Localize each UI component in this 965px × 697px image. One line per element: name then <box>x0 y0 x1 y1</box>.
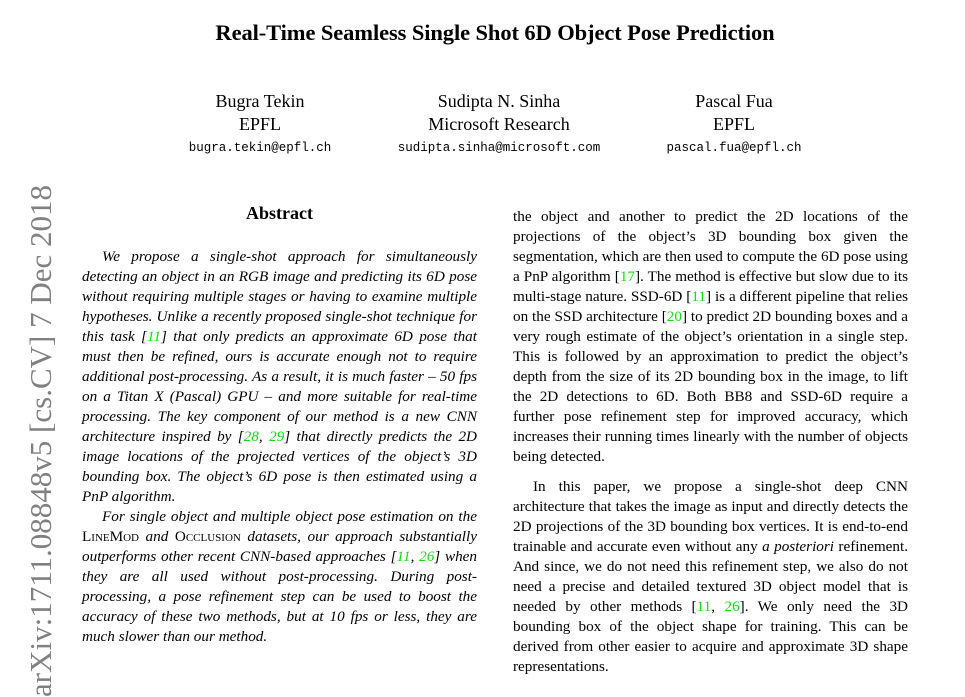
author-email[interactable]: pascal.fua@epfl.ch <box>666 141 802 155</box>
author-email[interactable]: sudipta.sinha@microsoft.com <box>397 141 601 155</box>
author-name: Sudipta N. Sinha <box>437 91 561 111</box>
abstract-text: ] when they are all used without post-pr… <box>82 548 478 645</box>
author-block-3: Pascal Fua EPFL pascal.fua@epfl.ch <box>609 90 859 155</box>
author-block-1: Bugra Tekin EPFL bugra.tekin@epfl.ch <box>135 90 385 155</box>
abstract-text: For single object and multiple object po… <box>102 508 477 525</box>
body-text: In this paper, we propose a single-shot … <box>513 478 908 555</box>
latin-phrase: a posteriori <box>762 538 835 555</box>
dataset-name: Occlusion <box>174 528 241 545</box>
introduction-body: the object and another to predict the 2D… <box>513 207 908 677</box>
author-affiliation: EPFL <box>238 114 281 134</box>
citation-link[interactable]: 20 <box>666 308 682 325</box>
abstract-text: ] that only predicts an approximate 6D p… <box>82 328 477 445</box>
citation-link[interactable]: 28 <box>243 428 259 445</box>
citation-link[interactable]: 26 <box>419 548 435 565</box>
body-text: ]. The method is effective but slow due … <box>513 268 908 305</box>
body-paragraph: In this paper, we propose a single-shot … <box>513 478 909 675</box>
abstract-heading: Abstract <box>246 203 313 223</box>
arxiv-identifier[interactable]: arXiv:1711.08848v5 [cs.CV] 7 Dec 2018 <box>23 185 58 697</box>
author-name: Pascal Fua <box>695 91 773 111</box>
paper-title: Real-Time Seamless Single Shot 6D Object… <box>215 20 775 45</box>
body-text: the object and another to predict the 2D… <box>513 208 908 285</box>
citation-link[interactable]: 11 <box>696 598 712 615</box>
author-name: Bugra Tekin <box>215 91 305 111</box>
citation-link[interactable]: 11 <box>396 548 411 565</box>
citation-link[interactable]: 11 <box>691 288 706 305</box>
dataset-name: LineMod <box>82 528 139 545</box>
citation-link[interactable]: 11 <box>146 328 162 345</box>
citation-link[interactable]: 17 <box>619 268 635 285</box>
abstract-text: ] that directly predicts the 2D image lo… <box>82 428 478 505</box>
abstract-text: We propose a single-shot approach for si… <box>82 248 477 345</box>
body-text: ] is a different pipeline that relies on… <box>513 288 908 325</box>
body-text: ] to predict 2D bounding boxes and a ver… <box>513 308 908 465</box>
citation-link[interactable]: 26 <box>724 598 740 615</box>
abstract-text: datasets, our approach substantially out… <box>82 528 477 565</box>
author-affiliation: EPFL <box>712 114 755 134</box>
abstract-paragraph: For single object and multiple object po… <box>82 508 478 645</box>
author-affiliation: Microsoft Research <box>428 114 570 134</box>
author-block-2: Sudipta N. Sinha Microsoft Research sudi… <box>374 90 624 155</box>
body-text: ]. We only need the 3D bounding box of t… <box>513 598 909 675</box>
citation-link[interactable]: 29 <box>269 428 285 445</box>
author-email[interactable]: bugra.tekin@epfl.ch <box>188 141 332 155</box>
abstract-body: We propose a single-shot approach for si… <box>82 247 477 647</box>
abstract-paragraph: We propose a single-shot approach for si… <box>82 248 478 505</box>
abstract-text: and <box>139 528 175 545</box>
body-paragraph: the object and another to predict the 2D… <box>513 207 908 467</box>
body-text: refinement. And since, we do not need th… <box>513 538 908 615</box>
